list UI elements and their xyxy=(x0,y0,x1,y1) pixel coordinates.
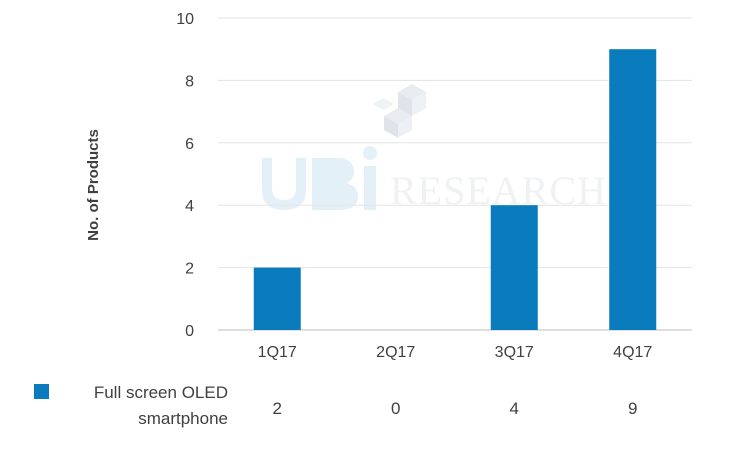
y-tick-label: 2 xyxy=(185,261,194,278)
y-tick-label: 6 xyxy=(185,136,194,153)
bar-1Q17 xyxy=(253,267,301,330)
watermark-cube-icon xyxy=(372,84,426,138)
y-tick-labels: 0 2 4 6 8 10 xyxy=(176,11,194,340)
y-axis-label: No. of Products xyxy=(85,129,102,241)
y-tick-label: 0 xyxy=(185,323,194,340)
watermark-ubi-letters xyxy=(262,146,377,210)
bar-4Q17 xyxy=(609,49,657,330)
table-value: 0 xyxy=(391,399,400,418)
bar-3Q17 xyxy=(490,205,538,330)
legend-swatch xyxy=(34,384,49,399)
x-tick-labels: 1Q17 2Q17 3Q17 4Q17 xyxy=(258,344,653,361)
y-tick-label: 10 xyxy=(176,11,194,28)
x-tick-label: 1Q17 xyxy=(258,344,297,361)
bars xyxy=(253,49,657,330)
x-tick-label: 3Q17 xyxy=(495,344,534,361)
y-tick-label: 4 xyxy=(185,198,194,215)
watermark-logo: RESEARCH xyxy=(262,84,606,213)
x-tick-label: 4Q17 xyxy=(613,344,652,361)
x-tick-label: 2Q17 xyxy=(376,344,415,361)
legend-label-line-1: Full screen OLED xyxy=(94,383,228,402)
table-value: 9 xyxy=(628,399,637,418)
y-tick-label: 8 xyxy=(185,73,194,90)
table-value: 2 xyxy=(273,399,282,418)
table-value: 4 xyxy=(510,399,519,418)
legend-label-line-2: smartphone xyxy=(138,409,228,428)
